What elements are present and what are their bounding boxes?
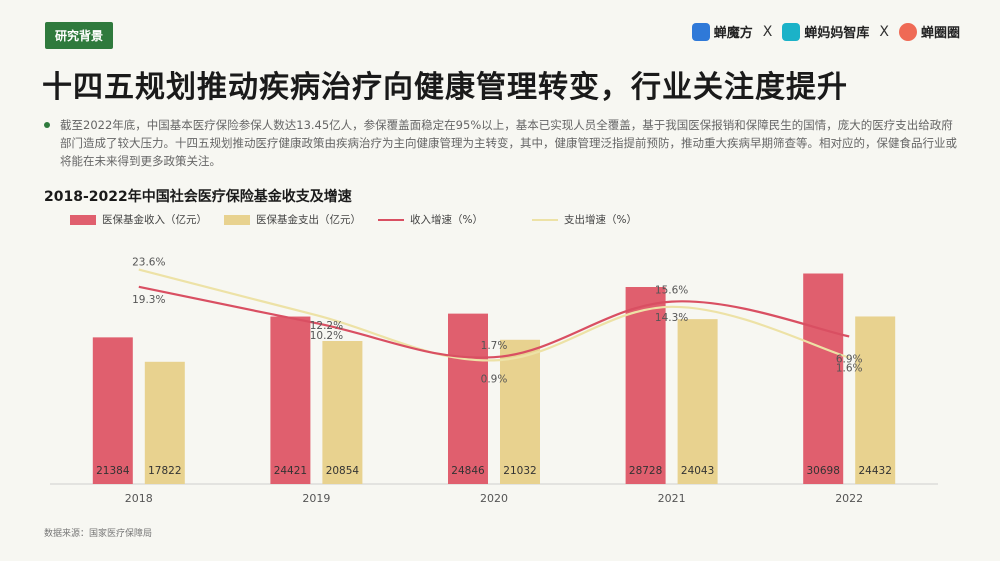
x-tick-label: 2018 (125, 492, 153, 505)
bullet-icon (44, 122, 50, 128)
chanmama-zhiku-logo-icon (782, 22, 801, 41)
bar-income-2018 (92, 337, 133, 484)
x-tick-label: 2022 (835, 492, 863, 505)
page-title: 十四五规划推动疾病治疗向健康管理转变，行业关注度提升 (42, 70, 848, 105)
expense-growth-label: 12.2% (310, 320, 343, 332)
income-growth-label: 19.3% (132, 294, 165, 306)
legend-item-expense: 医保基金支出（亿元） (224, 212, 378, 227)
income-growth-label: 1.7% (481, 340, 508, 352)
logo-chanmofang: 蝉魔方 (691, 22, 753, 41)
logo-chanquanquan-label: 蝉圈圈 (920, 26, 960, 41)
bar-value-label: 24432 (858, 465, 891, 477)
logo-chanquanquan: 蝉圈圈 (898, 22, 960, 41)
expense-growth-line (138, 268, 850, 362)
legend-swatch-expense-growth (532, 218, 558, 221)
bar-income-2022 (803, 273, 844, 484)
legend-label-expense: 医保基金支出（亿元） (256, 214, 361, 226)
bar-income-2021 (625, 287, 666, 484)
income-growth-line (138, 285, 850, 359)
bar-value-label: 24846 (451, 465, 485, 477)
logo-separator: X (762, 23, 773, 40)
expense-growth-label: 14.3% (655, 312, 688, 324)
chanquanquan-logo-icon (898, 22, 917, 41)
legend-item-income-growth: 收入增速（%） (378, 212, 532, 227)
x-tick-label: 2019 (302, 492, 330, 505)
legend-label-expense-growth: 支出增速（%） (564, 214, 637, 226)
bar-value-label: 24043 (681, 465, 714, 477)
bar-value-label: 21384 (96, 465, 130, 477)
data-source: 数据来源：国家医疗保障局 (44, 529, 153, 539)
bar-value-label: 20854 (326, 465, 360, 477)
bar-expense-2022 (855, 316, 896, 484)
section-tag: 研究背景 (45, 22, 114, 49)
legend-swatch-expense (224, 214, 250, 225)
expense-growth-label: 1.6% (836, 363, 863, 375)
legend-item-expense-growth: 支出增速（%） (532, 212, 686, 227)
bar-expense-2021 (677, 319, 718, 484)
bar-expense-2019 (322, 341, 363, 484)
chart-title: 2018-2022年中国社会医疗保险基金收支及增速 (44, 189, 352, 205)
legend-item-income: 医保基金收入（亿元） (70, 212, 224, 227)
income-growth-label: 6.9% (836, 353, 863, 365)
chart-legend: 医保基金收入（亿元） 医保基金支出（亿元） 收入增速（%） 支出增速（%） (70, 212, 686, 227)
legend-label-income-growth: 收入增速（%） (410, 214, 483, 226)
legend-label-income: 医保基金收入（亿元） (102, 214, 207, 226)
bar-value-label: 17822 (148, 465, 181, 477)
bar-value-label: 30698 (806, 465, 839, 477)
chanmofang-logo-icon (691, 22, 710, 41)
x-tick-label: 2021 (658, 492, 686, 505)
description-block: 截至2022年底，中国基本医疗保险参保人数达13.45亿人，参保覆盖面稳定在95… (44, 116, 964, 170)
logo-chanmofang-label: 蝉魔方 (713, 26, 753, 41)
bar-income-2019 (270, 316, 311, 484)
income-growth-label: 15.6% (655, 285, 688, 297)
bar-expense-2020 (500, 339, 540, 484)
bar-value-label: 28728 (629, 465, 662, 477)
legend-swatch-income-growth (378, 218, 404, 221)
bar-income-2020 (448, 313, 488, 484)
legend-swatch-income (70, 214, 96, 225)
logo-chanmama-zhiku: 蝉妈妈智库 (782, 22, 869, 41)
logo-separator: X (879, 23, 889, 40)
partner-logos: 蝉魔方 X 蝉妈妈智库 X 蝉圈圈 (691, 22, 960, 41)
expense-growth-label: 23.6% (132, 257, 165, 269)
x-tick-label: 2020 (480, 492, 508, 505)
logo-chanmama-zhiku-label: 蝉妈妈智库 (804, 26, 870, 41)
bar-value-label: 24421 (274, 465, 307, 477)
description-text: 截至2022年底，中国基本医疗保险参保人数达13.45亿人，参保覆盖面稳定在95… (60, 118, 957, 168)
income-growth-label: 10.2% (310, 330, 343, 342)
bar-expense-2018 (144, 361, 185, 484)
expense-growth-label: 0.9% (481, 373, 508, 385)
bar-value-label: 21032 (503, 465, 536, 477)
